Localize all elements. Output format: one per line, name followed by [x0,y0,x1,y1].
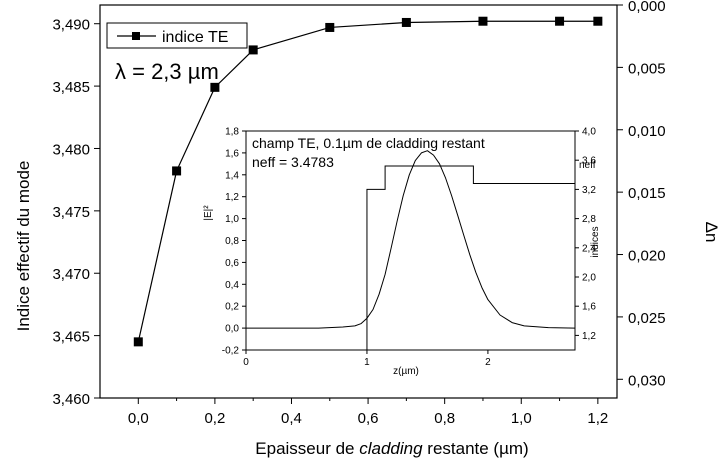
main-y-tick-label: 3,480 [52,141,90,158]
inset-y-tick-label: 1,8 [225,127,239,138]
data-point [478,16,488,26]
x-label-part-1: Epaisseur de [255,439,359,458]
inset-title-line-1: champ TE, 0.1µm de cladding restant [252,135,485,151]
main-y2-tick-label: 0,030 [628,372,666,389]
inset-y-tick-label: 1,2 [225,192,239,203]
main-y2-tick-labels: 0,000 0,005 0,010 0,015 0,020 0,025 0,030 [628,0,666,389]
inset-y-tick-label: 0,0 [225,324,239,335]
x-label-part-2: restante (µm) [423,439,529,458]
main-y-tick-labels: 3,460 3,465 3,470 3,475 3,480 3,485 3,490 [52,17,90,408]
data-point [401,17,411,27]
legend: indice TE [106,22,248,49]
inset-y-tick-label: 1,0 [225,214,239,225]
inset-y-tick-label: 0,4 [225,280,239,291]
inset-y-tick-label: 0,6 [225,258,239,269]
inset-background [246,131,575,350]
inset-y-tick-labels: -0,2 0,0 0,2 0,4 0,6 0,8 1,0 1,2 1,4 1,6 1,8 [222,127,240,357]
inset-x-axis-label: z(µm) [393,366,419,377]
inset-y2-tick-label: 3,2 [582,185,596,196]
main-x-tick-label: 0,0 [128,410,149,427]
inset-index-profile [246,165,575,351]
data-point [555,16,565,26]
inset-y-tick-label: 0,2 [225,302,239,313]
main-x-tick-label: 0,2 [204,410,225,427]
data-point [210,82,220,92]
main-x-tick-label: 1,0 [511,410,532,427]
main-y-tick-label: 3,475 [52,204,90,221]
main-y2-axis-label: Δn [702,222,721,243]
main-tick-marks [94,4,623,404]
main-x-tick-label: 0,6 [358,410,379,427]
field-intensity-curve [246,150,576,329]
data-point [172,166,182,176]
inset-y-tick-label: 1,4 [225,170,239,181]
inset-y-tick-label: 0,8 [225,236,239,247]
main-y2-tick-label: 0,005 [628,60,666,77]
data-point [325,22,335,32]
inset-y2-tick-label: 2,8 [582,214,596,225]
main-plot-frame [99,4,618,399]
main-y2-tick-label: 0,000 [628,0,666,15]
inset-x-tick-label: 0 [243,357,249,368]
data-point [593,16,603,26]
main-y2-tick-label: 0,010 [628,123,666,140]
data-point [133,337,143,347]
wavelength-annotation: λ = 2,3 µm [115,59,219,84]
inset-x-tick-label: 1 [364,357,370,368]
main-y-tick-label: 3,485 [52,79,90,96]
main-y2-tick-label: 0,025 [628,310,666,327]
inset-tick-marks [242,130,579,354]
inset-y2-axis-label: indices [590,226,601,257]
inset-field-curve [246,150,576,329]
inset-x-tick-label: 2 [485,357,491,368]
main-x-axis-label: Epaisseur de cladding restante (µm) [255,439,528,458]
inset-y2-tick-labels: 1,2 1,6 2,0 2,4 2,8 3,2 3,6 4,0 [582,127,596,342]
x-label-part-italic: cladding [359,439,423,458]
main-y-tick-label: 3,460 [52,391,90,408]
main-y-tick-label: 3,490 [52,17,90,34]
index-profile-line [246,165,575,351]
inset-y2-tick-label: 4,0 [582,127,596,138]
main-series-indice-te [133,16,603,347]
main-x-tick-label: 0,4 [281,410,302,427]
main-x-tick-label: 0,8 [434,410,455,427]
inset-title-line-2: neff = 3.4783 [252,154,334,170]
inset-y2-tick-label: 3,6 [582,156,596,167]
inset-y2-tick-label: 1,6 [582,302,596,313]
main-y-tick-label: 3,470 [52,266,90,283]
legend-marker-symbol [132,32,140,40]
main-y2-tick-label: 0,020 [628,248,666,265]
main-x-tick-labels: 0,0 0,2 0,4 0,6 0,8 1,0 1,2 [128,410,608,427]
inset-x-tick-labels: 0 1 2 [243,357,491,368]
inset-chart: -0,20,00,20,40,60,81,01,21,41,61,8 1,21,… [203,127,601,378]
inset-y-axis-label: |E|² [203,205,214,221]
inset-y2-tick-label: 2,0 [582,273,596,284]
legend-entry-indice-te: indice TE [162,29,228,46]
inset-y-tick-label: -0,2 [222,346,240,357]
main-y-axis-label: Indice effectif du mode [14,161,33,332]
main-y-tick-label: 3,465 [52,329,90,346]
main-y2-tick-label: 0,015 [628,185,666,202]
inset-y2-tick-label: 2,4 [582,243,596,254]
inset-y2-tick-label: 1,2 [582,331,596,342]
inset-y-tick-label: 1,6 [225,148,239,159]
main-x-tick-label: 1,2 [587,410,608,427]
data-point [248,45,258,55]
inset-neff-label: neff [579,160,596,171]
